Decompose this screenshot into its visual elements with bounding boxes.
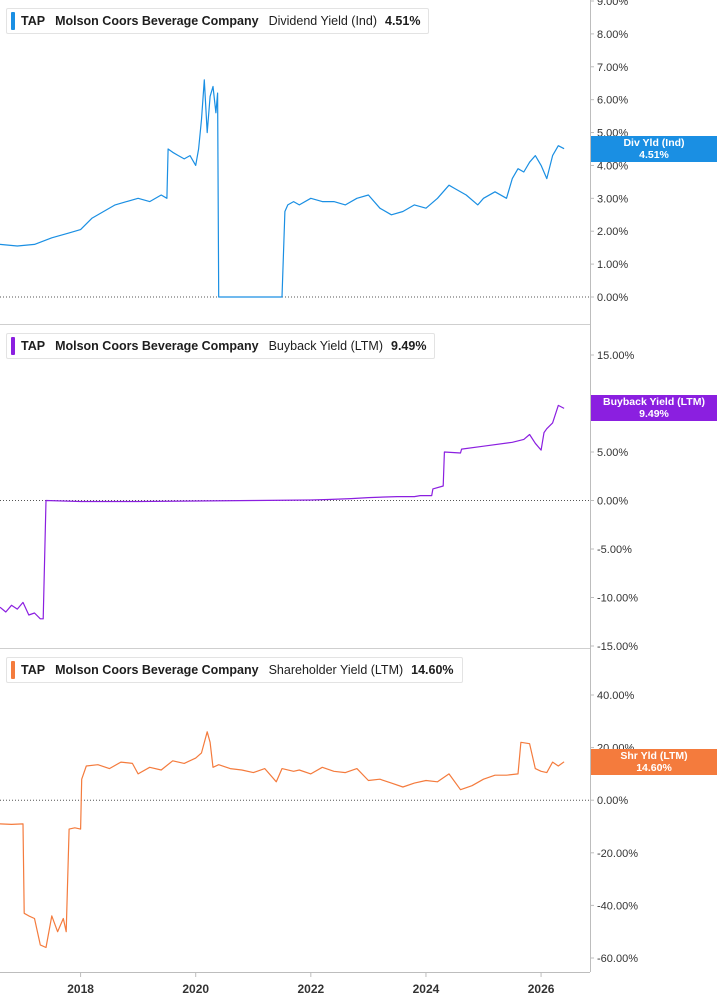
y-tick-label: -40.00% — [597, 900, 638, 912]
series-swatch — [11, 12, 15, 30]
legend-ticker: TAP — [21, 14, 46, 28]
legend-metric: Buyback Yield (LTM) — [268, 339, 383, 353]
y-tick-label: 3.00% — [597, 193, 628, 205]
y-tick-label: 8.00% — [597, 29, 628, 41]
y-tick-label: 9.00% — [597, 0, 628, 8]
y-tick-label: 7.00% — [597, 62, 628, 74]
y-tick-label: 15.00% — [597, 350, 635, 362]
badge-label: Div Yld (Ind) — [623, 136, 685, 149]
series-layer — [0, 79, 565, 949]
y-tick-label: -10.00% — [597, 593, 638, 605]
y-tick-label: -20.00% — [597, 848, 638, 860]
legend-dividend-yield[interactable]: TAP Molson Coors Beverage Company Divide… — [6, 8, 430, 34]
y-tick-label: 5.00% — [597, 447, 628, 459]
x-tick-label: 2020 — [182, 982, 209, 996]
y-tick-label: 2.00% — [597, 226, 628, 238]
legend-shareholder-yield[interactable]: TAP Molson Coors Beverage Company Shareh… — [6, 657, 463, 683]
current-value-badge-buyback: Buyback Yield (LTM) 9.49% — [591, 395, 717, 422]
series-line — [0, 731, 565, 949]
y-tick-label: 40.00% — [597, 690, 635, 702]
legend-metric: Dividend Yield (Ind) — [268, 14, 377, 28]
legend-metric: Shareholder Yield (LTM) — [268, 663, 404, 677]
y-tick-label: -60.00% — [597, 953, 638, 965]
y-tick-label: 6.00% — [597, 95, 628, 107]
x-tick-label: 2018 — [67, 982, 94, 996]
x-tick-label: 2022 — [297, 982, 324, 996]
series-line — [0, 404, 565, 620]
badge-value: 9.49% — [639, 408, 669, 421]
legend-buyback-yield[interactable]: TAP Molson Coors Beverage Company Buybac… — [6, 333, 436, 359]
y-tick-label: 0.00% — [597, 795, 628, 807]
current-value-badge-shareholder: Shr Yld (LTM) 14.60% — [591, 748, 717, 775]
series-swatch — [11, 661, 15, 679]
y-tick-label: 0.00% — [597, 496, 628, 508]
y-tick-label: 4.00% — [597, 160, 628, 172]
legend-value: 14.60% — [411, 663, 454, 677]
x-tick-label: 2024 — [413, 982, 440, 996]
badge-label: Buyback Yield (LTM) — [603, 396, 705, 409]
legend-ticker: TAP — [21, 339, 46, 353]
legend-company: Molson Coors Beverage Company — [55, 14, 259, 28]
legend-company: Molson Coors Beverage Company — [55, 663, 259, 677]
y-tick-label: 1.00% — [597, 259, 628, 271]
badge-label: Shr Yld (LTM) — [620, 749, 688, 762]
current-value-badge-dividend: Div Yld (Ind) 4.51% — [591, 135, 717, 162]
y-tick-label: 0.00% — [597, 292, 628, 304]
y-tick-label: -15.00% — [597, 641, 638, 653]
legend-value: 9.49% — [391, 339, 427, 353]
legend-ticker: TAP — [21, 663, 46, 677]
y-tick-label: -5.00% — [597, 544, 632, 556]
series-swatch — [11, 337, 15, 355]
x-tick-label: 2026 — [528, 982, 555, 996]
badge-value: 4.51% — [639, 148, 669, 161]
legend-value: 4.51% — [385, 14, 421, 28]
badge-value: 14.60% — [636, 761, 672, 774]
chart-frame — [0, 0, 591, 973]
legend-company: Molson Coors Beverage Company — [55, 339, 259, 353]
tick-layer: 9.00% 8.00% 7.00% 6.00% 5.00% 4.00% 3.00% 2.00%… — [67, 0, 638, 996]
series-line — [0, 79, 565, 298]
